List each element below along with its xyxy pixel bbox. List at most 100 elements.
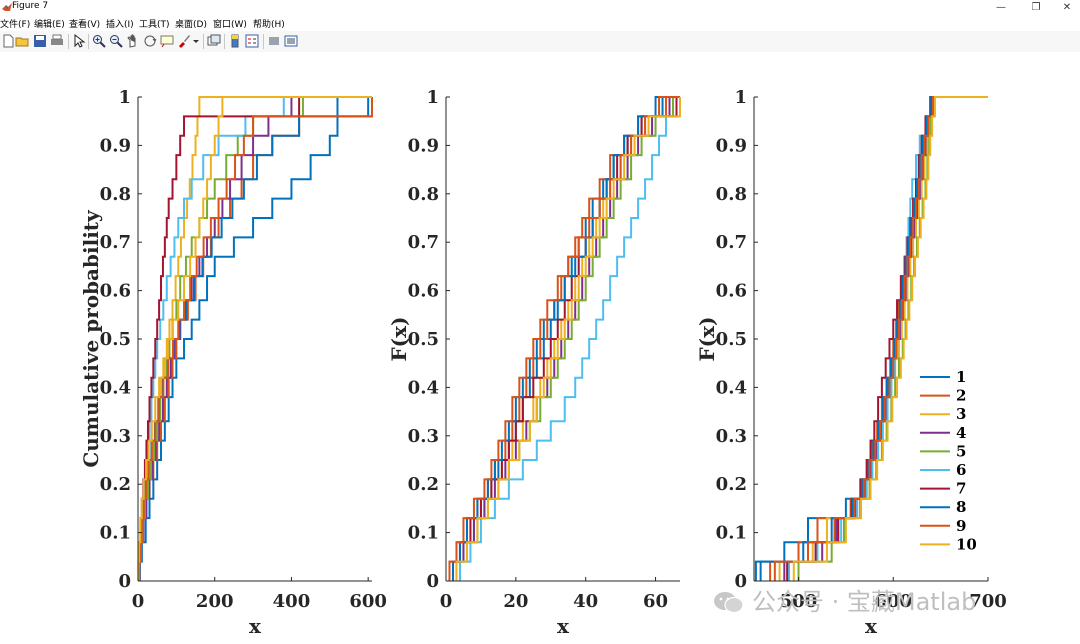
axes-1: 0 0.1 0.2 0.3 0.4 0.5 0.6 0.7 0.8 0.9 1 0 200 400 600 x… [79, 87, 387, 638]
y-tick-label: 0.7 [100, 232, 131, 253]
y-tick-label: 0.1 [716, 523, 747, 544]
zoom-in-icon[interactable] [92, 34, 106, 48]
y-tick-label: 0.8 [100, 184, 131, 205]
y-tick-label: 0.9 [100, 135, 131, 156]
x-tick-label: 200 [196, 591, 234, 612]
figure-canvas: 0 0.1 0.2 0.3 0.4 0.5 0.6 0.7 0.8 0.9 1 0 200 400 600 x… [0, 52, 1080, 644]
menu-insert[interactable]: 插入(I) [106, 20, 134, 30]
y-tick-label: 0.6 [716, 281, 747, 302]
legend-label: 3 [956, 405, 966, 423]
legend-label: 4 [956, 424, 966, 442]
legend-label: 7 [956, 480, 966, 498]
legend-label: 1 [956, 368, 966, 386]
open-file-icon[interactable] [15, 34, 29, 48]
y-tick-label: 0.9 [716, 135, 747, 156]
y-tick-label: 0.3 [716, 426, 747, 447]
y-tick-label: 0.6 [408, 281, 439, 302]
series-line-1 [138, 96, 372, 581]
x-axis-label: x [249, 614, 262, 638]
data-cursor-icon[interactable] [160, 34, 174, 48]
x-tick-label: 700 [969, 591, 1007, 612]
legend-label: 2 [956, 387, 966, 405]
y-tick-label: 0.3 [100, 426, 131, 447]
toolbar-separator [224, 34, 225, 49]
pan-hand-icon[interactable] [126, 34, 140, 48]
y-tick-label: 1 [426, 87, 439, 108]
toolbar-separator [263, 34, 264, 49]
print-icon[interactable] [50, 34, 64, 48]
y-tick-label: 0.4 [100, 377, 131, 398]
x-tick-label: 400 [273, 591, 311, 612]
series-line-10 [137, 96, 372, 581]
x-tick-label: 600 [874, 591, 912, 612]
series-line-9 [138, 97, 373, 581]
y-tick-label: 0.2 [408, 474, 439, 495]
hide-plot-tools-icon[interactable] [267, 34, 281, 48]
legend-label: 8 [956, 498, 966, 516]
y-tick-label: 0.8 [408, 184, 439, 205]
save-icon[interactable] [33, 34, 47, 48]
toolbar [0, 31, 1080, 53]
y-tick-label: 0.4 [408, 377, 439, 398]
menu-help[interactable]: 帮助(H) [253, 20, 285, 30]
menu-tools[interactable]: 工具(T) [139, 20, 170, 30]
series-line-8 [759, 96, 988, 581]
menu-window[interactable]: 窗口(W) [213, 20, 247, 30]
toolbar-separator [203, 34, 204, 49]
insert-legend-icon[interactable] [245, 34, 259, 48]
rotate-3d-icon[interactable] [143, 34, 157, 48]
select-arrow-icon[interactable] [72, 34, 86, 48]
y-tick-label: 0.3 [408, 426, 439, 447]
y-tick-label: 0 [118, 571, 131, 592]
x-tick-label: 0 [132, 591, 145, 612]
insert-colorbar-icon[interactable] [228, 34, 242, 48]
y-tick-label: 0.6 [100, 281, 131, 302]
y-tick-label: 0.7 [408, 232, 439, 253]
axes-2: 0 0.1 0.2 0.3 0.4 0.5 0.6 0.7 0.8 0.9 1 0 20 40 60 x F(x… [387, 87, 681, 638]
y-tick-label: 0.1 [100, 523, 131, 544]
y-axis-label: Cumulative probability [79, 209, 103, 468]
menu-view[interactable]: 查看(V) [69, 20, 101, 30]
menu-file[interactable]: 文件(F) [0, 20, 31, 30]
x-axis-label: x [865, 614, 878, 638]
y-tick-label: 0.5 [408, 329, 439, 350]
show-plot-tools-icon[interactable] [284, 34, 298, 48]
menu-desktop[interactable]: 桌面(D) [175, 20, 207, 30]
minimize-button[interactable]: — [996, 2, 1006, 13]
x-tick-label: 20 [503, 591, 528, 612]
link-plot-icon[interactable] [207, 34, 221, 48]
zoom-out-icon[interactable] [109, 34, 123, 48]
y-tick-label: 0.4 [716, 377, 747, 398]
x-tick-label: 0 [440, 591, 453, 612]
y-tick-label: 0.2 [100, 474, 131, 495]
y-tick-label: 0.2 [716, 474, 747, 495]
legend-label: 5 [956, 442, 966, 460]
legend-label: 9 [956, 517, 966, 535]
menu-edit[interactable]: 编辑(E) [34, 20, 65, 30]
close-button[interactable]: ✕ [1062, 2, 1072, 13]
series-line-10 [455, 97, 681, 581]
wechat-icon [714, 592, 744, 614]
x-axis-label: x [557, 614, 570, 638]
y-tick-label: 0.7 [716, 232, 747, 253]
brush-dropdown-icon[interactable] [192, 34, 200, 48]
legend-label: 6 [956, 461, 966, 479]
menu-bar: 文件(F) 编辑(E) 查看(V) 插入(I) 工具(T) 桌面(D) 窗口(W… [0, 15, 1080, 31]
y-tick-label: 0.8 [716, 184, 747, 205]
brush-icon[interactable] [177, 34, 191, 48]
watermark-text: 公众号 · 宝藏Matlab [752, 588, 977, 616]
y-axis-label: F(x) [387, 316, 411, 361]
x-tick-label: 600 [349, 591, 387, 612]
new-figure-icon[interactable] [1, 34, 15, 48]
y-tick-label: 0.5 [716, 329, 747, 350]
legend-label: 10 [956, 535, 977, 553]
y-tick-label: 0 [426, 571, 439, 592]
y-tick-label: 0.9 [408, 135, 439, 156]
x-tick-label: 500 [780, 591, 818, 612]
axes-3: 0 0.1 0.2 0.3 0.4 0.5 0.6 0.7 0.8 0.9 1 500 600 700 x F… [695, 87, 1007, 638]
restore-button[interactable]: ❐ [1031, 2, 1041, 13]
x-tick-label: 40 [573, 591, 598, 612]
series-line-1 [754, 96, 988, 581]
y-axis-label: F(x) [695, 316, 719, 361]
